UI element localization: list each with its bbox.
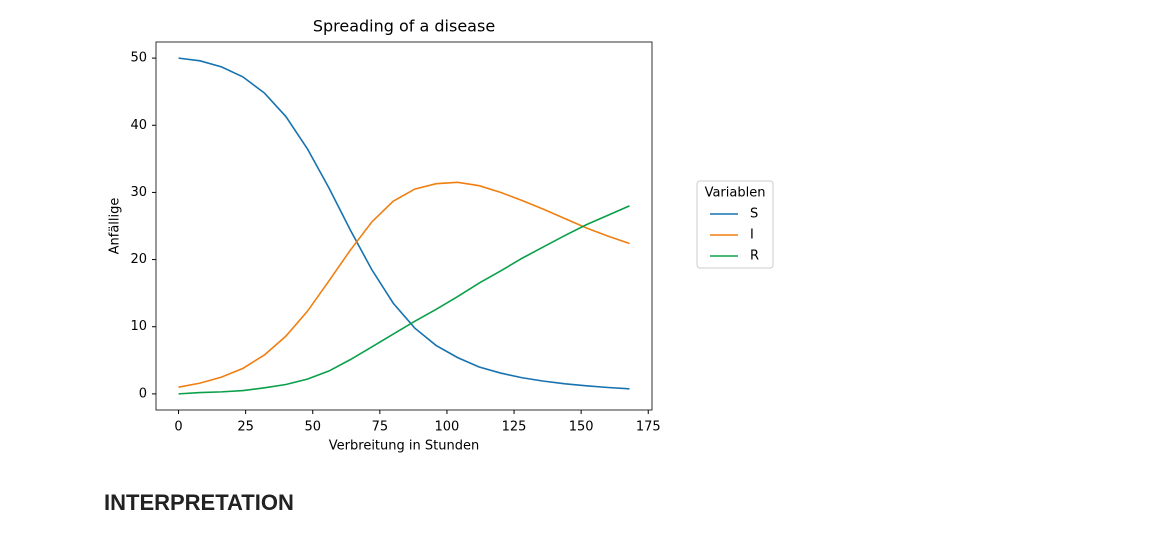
chart: Spreading of a disease Verbreitung in St…: [108, 17, 774, 454]
y-tick-label: 30: [130, 185, 147, 200]
y-tick-label: 10: [130, 319, 147, 334]
x-tick-label: 50: [304, 420, 321, 435]
x-tick-label: 25: [237, 420, 254, 435]
legend-title: Variablen: [705, 186, 766, 201]
plot-frame: [155, 41, 653, 411]
series-line: [178, 181, 630, 388]
x-tick-label: 175: [636, 420, 661, 435]
legend-label: S: [750, 207, 758, 222]
legend-label: R: [750, 249, 759, 264]
x-tick-label: 75: [372, 420, 389, 435]
chart-title: Spreading of a disease: [313, 17, 495, 36]
y-tick-label: 40: [130, 118, 147, 133]
x-tick-label: 125: [502, 420, 527, 435]
y-tick-label: 50: [130, 51, 147, 66]
x-tick-label: 100: [435, 420, 460, 435]
x-tick-label: 0: [174, 420, 182, 435]
section-heading: INTERPRETATION: [104, 490, 294, 515]
y-axis-label: Anfällige: [108, 198, 123, 255]
y-tick-label: 20: [130, 252, 147, 267]
y-tick-label: 0: [139, 386, 147, 401]
series-line: [178, 205, 630, 395]
x-axis-label: Verbreitung in Stunden: [329, 439, 479, 454]
legend-label: I: [750, 228, 754, 243]
series-line: [178, 57, 630, 390]
x-tick-label: 150: [569, 420, 594, 435]
legend-box: [696, 180, 774, 269]
